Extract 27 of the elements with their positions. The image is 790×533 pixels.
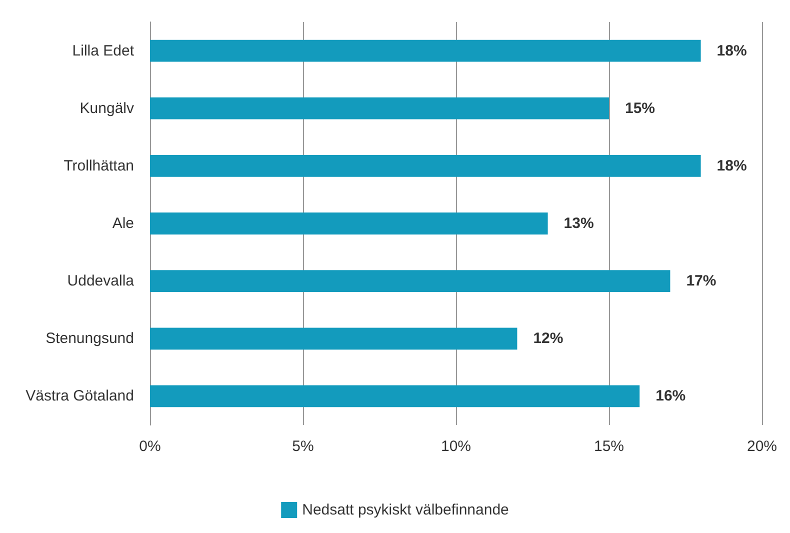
bar	[150, 40, 701, 62]
bar	[150, 154, 701, 177]
data-label: 18%	[716, 42, 747, 60]
x-tick-label: 0%	[139, 438, 161, 455]
y-tick-label: Västra Götaland	[26, 388, 134, 405]
y-tick-label: Kungälv	[80, 100, 134, 117]
y-tick-label: Uddevalla	[67, 272, 135, 290]
x-tick-label: 5%	[292, 438, 314, 455]
x-tick-label: 15%	[594, 438, 624, 455]
legend-label: Nedsatt psykiskt välbefinnande	[302, 502, 509, 518]
data-label: 13%	[564, 215, 594, 232]
bar	[150, 212, 548, 234]
data-label: 17%	[686, 272, 716, 290]
y-tick-label: Ale	[112, 215, 134, 232]
data-label: 18%	[716, 157, 747, 174]
x-tick-label: 20%	[746, 438, 778, 455]
bar	[150, 97, 609, 120]
bar	[150, 270, 670, 292]
y-tick-label: Lilla Edet	[72, 42, 135, 60]
data-label: 15%	[625, 100, 656, 117]
data-label: 16%	[656, 388, 686, 405]
x-tick-label: 10%	[440, 438, 472, 455]
bar	[150, 328, 518, 350]
y-tick-label: Stenungsund	[46, 330, 134, 348]
data-label: 12%	[533, 330, 564, 348]
y-tick-label: Trollhättan	[64, 157, 134, 174]
bar	[150, 385, 640, 408]
